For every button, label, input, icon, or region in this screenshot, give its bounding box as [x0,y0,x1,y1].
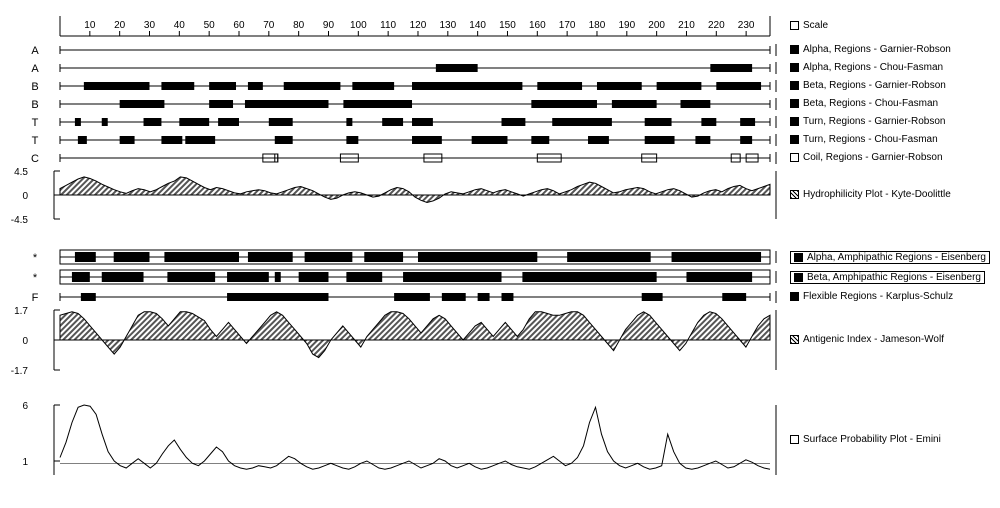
legend-text: Coil, Regions - Garnier-Robson [803,152,943,163]
legend-beta-amphipathic-regions-eisenberg: Beta, Amphipathic Regions - Eisenberg [790,271,985,284]
svg-text:A: A [31,45,39,57]
svg-text:T: T [32,135,39,147]
svg-text:70: 70 [263,20,275,31]
svg-text:6: 6 [22,401,28,412]
svg-text:210: 210 [678,20,695,31]
svg-text:0: 0 [22,191,28,202]
svg-text:200: 200 [648,20,665,31]
svg-text:130: 130 [439,20,456,31]
svg-text:40: 40 [174,20,186,31]
legend-coil-regions-garnier-robson: Coil, Regions - Garnier-Robson [790,152,943,163]
legend-text: Alpha, Regions - Garnier-Robson [803,44,951,55]
legend-turn-regions-garnier-robson: Turn, Regions - Garnier-Robson [790,116,945,127]
svg-text:B: B [31,99,38,111]
legend-text: Hydrophilicity Plot - Kyte-Doolittle [803,189,951,200]
svg-text:1.7: 1.7 [14,306,28,317]
legend-text: Turn, Regions - Garnier-Robson [803,116,945,127]
svg-text:230: 230 [738,20,755,31]
svg-text:A: A [31,63,39,75]
legend-marker-icon [790,21,799,30]
legend-marker-icon [790,99,799,108]
svg-text:1: 1 [22,457,28,468]
svg-text:120: 120 [410,20,427,31]
svg-text:110: 110 [380,20,396,31]
svg-text:50: 50 [204,20,216,31]
legend-marker-icon [794,273,803,282]
svg-text:-1.7: -1.7 [11,366,29,377]
legend-text: Beta, Regions - Garnier-Robson [803,80,946,91]
legend-surface-probability-plot-emini: Surface Probability Plot - Emini [790,434,941,445]
legend-marker-icon [790,435,799,444]
svg-text:-4.5: -4.5 [11,215,29,226]
legend-text: Flexible Regions - Karplus-Schulz [803,291,953,302]
svg-text:160: 160 [529,20,546,31]
svg-text:150: 150 [499,20,516,31]
legend-marker-icon [794,253,803,262]
legend-beta-regions-chou-fasman: Beta, Regions - Chou-Fasman [790,98,938,109]
legend-turn-regions-chou-fasman: Turn, Regions - Chou-Fasman [790,134,938,145]
svg-text:170: 170 [559,20,576,31]
legend-alpha-regions-chou-fasman: Alpha, Regions - Chou-Fasman [790,62,943,73]
svg-text:180: 180 [589,20,606,31]
legend-marker-icon [790,190,799,199]
legend-text: Surface Probability Plot - Emini [803,434,941,445]
legend-marker-icon [790,153,799,162]
svg-text:4.5: 4.5 [14,167,28,178]
legend-marker-icon [790,117,799,126]
svg-text:100: 100 [350,20,367,31]
legend-scale: Scale [790,20,828,31]
legend-marker-icon [790,135,799,144]
svg-text:C: C [31,153,39,165]
legend-flexible-regions-karplus-schulz: Flexible Regions - Karplus-Schulz [790,291,953,302]
legend-beta-regions-garnier-robson: Beta, Regions - Garnier-Robson [790,80,946,91]
svg-text:0: 0 [22,336,28,347]
svg-text:B: B [31,81,38,93]
legend-text: Scale [803,20,828,31]
legend-hydrophilicity-plot-kyte-doolittle: Hydrophilicity Plot - Kyte-Doolittle [790,189,951,200]
legend-text: Beta, Amphipathic Regions - Eisenberg [807,272,981,283]
svg-text:140: 140 [469,20,486,31]
svg-text:F: F [32,292,39,304]
svg-text:T: T [32,117,39,129]
legend-marker-icon [790,63,799,72]
svg-text:20: 20 [114,20,126,31]
legend-antigenic-index-jameson-wolf: Antigenic Index - Jameson-Wolf [790,334,944,345]
svg-text:90: 90 [323,20,335,31]
legend-text: Alpha, Regions - Chou-Fasman [803,62,943,73]
legend-alpha-regions-garnier-robson: Alpha, Regions - Garnier-Robson [790,44,951,55]
svg-text:*: * [33,272,38,284]
legend-text: Beta, Regions - Chou-Fasman [803,98,938,109]
legend-text: Alpha, Amphipathic Regions - Eisenberg [807,252,986,263]
legend-text: Antigenic Index - Jameson-Wolf [803,334,944,345]
legend-marker-icon [790,45,799,54]
svg-text:220: 220 [708,20,725,31]
svg-text:80: 80 [293,20,305,31]
legend-alpha-amphipathic-regions-eisenberg: Alpha, Amphipathic Regions - Eisenberg [790,251,990,264]
legend-marker-icon [790,81,799,90]
svg-text:*: * [33,252,38,264]
svg-text:190: 190 [618,20,635,31]
svg-text:30: 30 [144,20,156,31]
legend-marker-icon [790,335,799,344]
svg-text:60: 60 [233,20,245,31]
legend-text: Turn, Regions - Chou-Fasman [803,134,938,145]
legend-marker-icon [790,292,799,301]
svg-text:10: 10 [84,20,96,31]
